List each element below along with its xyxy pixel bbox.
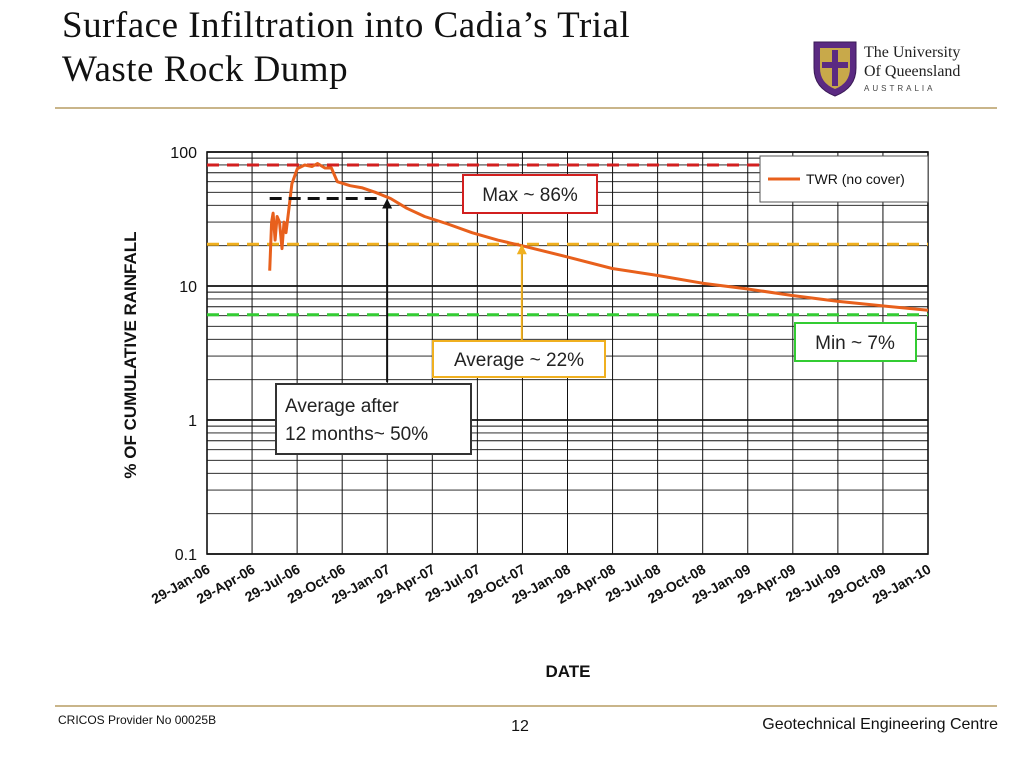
- max-annotation-text: Max ~ 86%: [482, 185, 578, 206]
- footer-centre: Geotechnical Engineering Centre: [762, 716, 998, 733]
- university-crest-icon: [813, 41, 857, 97]
- header-rule: [55, 107, 997, 109]
- infiltration-chart: 1001010.129-Jan-0629-Apr-0629-Jul-0629-O…: [121, 145, 934, 681]
- y-tick-label: 1: [188, 413, 197, 430]
- min-annotation-text: Min ~ 7%: [815, 333, 895, 354]
- y-axis-label: % OF CUMULATIVE RAINFALL: [121, 231, 140, 478]
- page-number: 12: [511, 718, 529, 735]
- university-logo: The University Of Queensland AUSTRALIA: [813, 41, 960, 97]
- twelve-month-annotation-box: [275, 383, 472, 455]
- average-annotation-box: [432, 340, 606, 378]
- y-tick-label: 100: [170, 145, 197, 162]
- average-annotation-text: Average ~ 22%: [454, 350, 584, 371]
- logo-line3: AUSTRALIA: [864, 84, 935, 93]
- twelve-month-annotation-line1: Average after: [285, 396, 399, 417]
- max-annotation-box: [462, 174, 598, 214]
- series-line-twr: [268, 162, 929, 312]
- twelve-month-annotation-line2: 12 months~ 50%: [285, 424, 428, 445]
- slide-title-line1: Surface Infiltration into Cadia’s Trial: [62, 5, 631, 46]
- logo-line1: The University: [864, 44, 960, 61]
- footer-rule: [55, 705, 997, 707]
- chart-legend: TWR (no cover): [759, 155, 929, 203]
- x-axis-label: DATE: [545, 662, 590, 681]
- legend-label-twr: TWR (no cover): [806, 171, 905, 187]
- y-tick-label: 0.1: [175, 547, 197, 564]
- footer-cricos: CRICOS Provider No 00025B: [58, 713, 217, 727]
- logo-line2: Of Queensland: [864, 63, 960, 80]
- min-annotation-box: [794, 322, 917, 362]
- slide-title-line2: Waste Rock Dump: [62, 49, 349, 90]
- slide-title: Surface Infiltration into Cadia’s Trial …: [62, 4, 802, 92]
- y-tick-label: 10: [179, 279, 197, 296]
- average-arrow-head: [516, 244, 527, 255]
- plot-border: [206, 151, 929, 555]
- chart-annotations: Max ~ 86% Average ~ 22% Min ~ 7% Average af…: [269, 174, 917, 455]
- twelve-month-arrow-head: [382, 198, 393, 209]
